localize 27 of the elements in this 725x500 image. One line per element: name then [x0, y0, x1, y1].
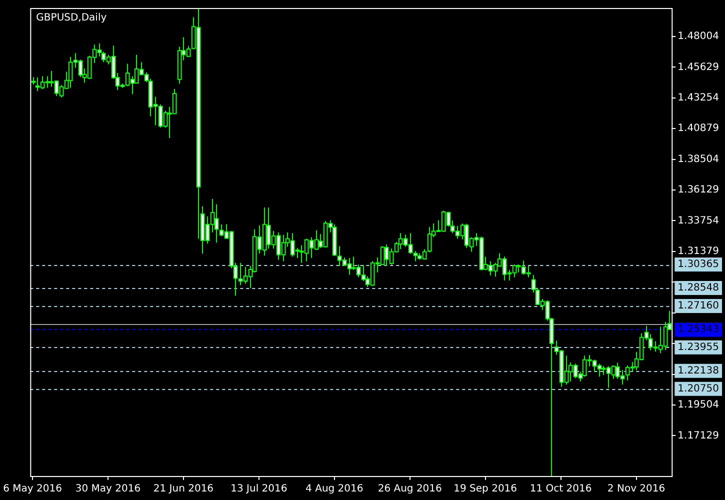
- x-tick-label: 11 Oct 2016: [530, 484, 592, 495]
- ref-line-label: 1.22138: [678, 366, 720, 377]
- y-tick-label: 1.43254: [678, 92, 720, 104]
- ref-line-label: 1.27160: [678, 300, 720, 312]
- ref-line-label: 1.25343: [678, 324, 720, 336]
- text: GBPUSD,Daily: [36, 12, 107, 24]
- y-tick-label: 1.38504: [678, 154, 720, 165]
- x-tick-label: 13 Jul 2016: [230, 484, 288, 495]
- x-tick-label: 4 Aug 2016: [306, 484, 364, 495]
- x-tick-label: 2 Nov 2016: [607, 484, 666, 495]
- y-tick-label: 1.17129: [678, 430, 720, 442]
- y-tick-label: 1.31379: [678, 246, 720, 258]
- x-tick-label: 30 May 2016: [75, 484, 141, 495]
- y-tick-label: 1.36129: [678, 184, 720, 196]
- y-tick-label: 1.45629: [678, 62, 720, 73]
- x-tick-label: 6 May 2016: [3, 484, 62, 495]
- y-tick-label: 1.19504: [678, 400, 720, 411]
- x-tick-label: 19 Sep 2016: [454, 484, 518, 495]
- ref-line-label: 1.28548: [678, 282, 720, 294]
- x-tick-label: 26 Aug 2016: [378, 484, 442, 495]
- ref-line-label: 1.23955: [678, 342, 720, 354]
- ref-line-label: 1.30365: [678, 259, 720, 270]
- y-tick-label: 1.33754: [678, 215, 720, 226]
- y-tick-label: 1.40879: [678, 123, 720, 134]
- ref-line-label: 1.20750: [678, 383, 720, 394]
- y-tick-label: 1.48004: [678, 31, 720, 42]
- x-tick-label: 21 Jun 2016: [153, 484, 214, 495]
